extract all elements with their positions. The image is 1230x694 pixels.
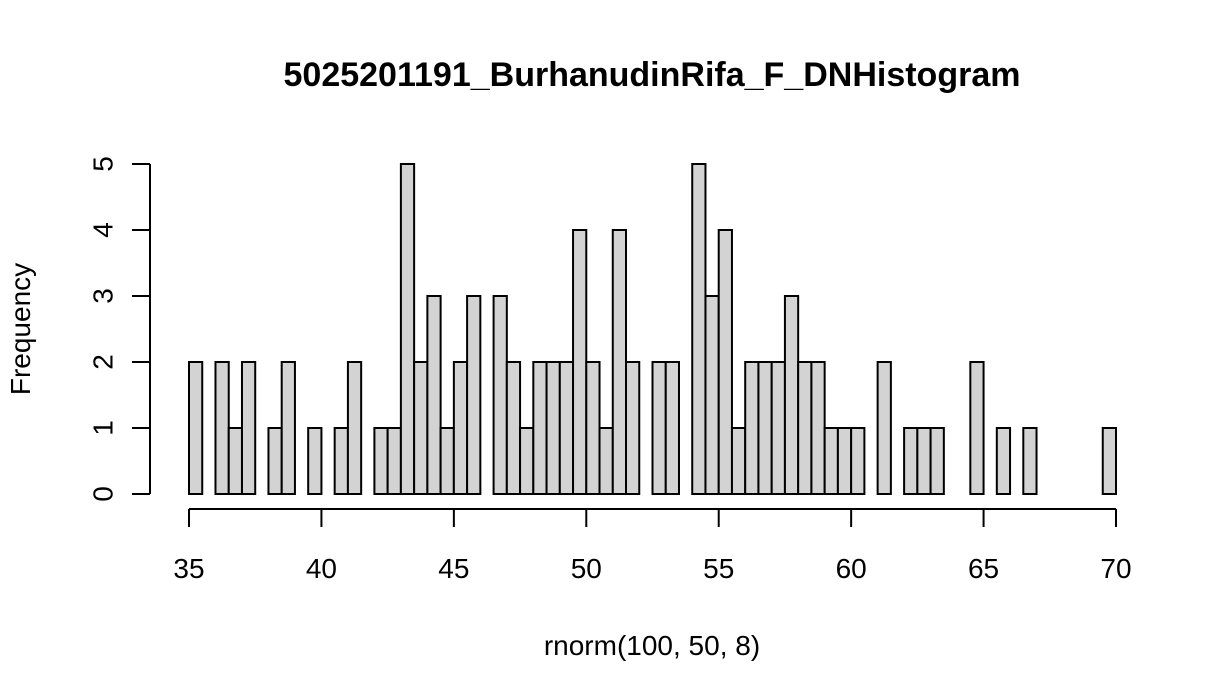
y-tick-label: 1	[87, 420, 118, 436]
chart-title: 5025201191_BurhanudinRifa_F_DNHistogram	[284, 56, 1021, 94]
histogram-bar	[333, 427, 349, 495]
x-tick-label: 35	[173, 553, 204, 584]
histogram-bar	[439, 427, 455, 495]
histogram-bar	[240, 361, 257, 495]
x-tick-label: 60	[836, 553, 867, 584]
histogram-bar	[519, 427, 535, 495]
histogram-bar	[413, 361, 429, 495]
y-ticks-layer: 0 1 2 3 4 5	[87, 156, 150, 502]
histogram-bar	[373, 427, 389, 495]
histogram-bar	[651, 361, 667, 495]
x-tick-label: 45	[438, 553, 469, 584]
histogram-bar	[995, 427, 1012, 495]
histogram-bar	[426, 295, 442, 495]
x-tick-label: 65	[968, 553, 999, 584]
histogram-bar	[691, 163, 707, 495]
histogram-bar	[307, 427, 323, 495]
histogram-bar	[346, 361, 363, 495]
histogram-bar	[267, 427, 283, 495]
histogram-bar	[1022, 427, 1038, 495]
histogram-bar	[704, 295, 720, 495]
x-tick-label: 50	[571, 553, 602, 584]
histogram-bar	[757, 361, 773, 495]
histogram-bar	[783, 295, 800, 495]
histogram-bar	[532, 361, 548, 495]
histogram-bar	[797, 361, 813, 495]
y-tick-label: 3	[87, 288, 118, 304]
histogram-bar	[545, 361, 561, 495]
histogram-bar	[625, 361, 641, 495]
histogram-bar	[585, 361, 601, 495]
x-tick-label: 40	[306, 553, 337, 584]
y-tick-label: 4	[87, 222, 118, 238]
histogram-bar	[505, 361, 522, 495]
y-tick-label: 2	[87, 354, 118, 370]
histogram-bar	[810, 361, 826, 495]
y-tick-label: 5	[87, 156, 118, 172]
histogram-bar	[744, 361, 760, 495]
histogram-bar	[903, 427, 919, 495]
histogram-bar	[227, 427, 243, 495]
histogram-bar	[916, 427, 932, 495]
histogram-bar	[386, 427, 402, 495]
bars-layer	[188, 163, 1118, 495]
y-tick-label: 0	[87, 486, 118, 502]
histogram-bar	[717, 229, 733, 495]
histogram-bar	[850, 427, 866, 495]
histogram-bar	[664, 361, 680, 495]
histogram-bar	[558, 361, 575, 495]
histogram-bar	[466, 295, 482, 495]
histogram-bar	[969, 361, 985, 495]
histogram-bar	[876, 361, 892, 495]
histogram-bar	[572, 229, 588, 495]
histogram-bar	[1101, 427, 1118, 495]
histogram-bar	[452, 361, 469, 495]
histogram-bar	[598, 427, 614, 495]
axes-layer	[149, 164, 1116, 510]
x-tick-label: 70	[1100, 553, 1131, 584]
histogram-bar	[492, 295, 508, 495]
histogram-bar	[836, 427, 853, 495]
histogram-bar	[611, 229, 628, 495]
histogram-bar	[730, 427, 747, 495]
histogram-bar	[188, 361, 204, 495]
x-tick-label: 55	[703, 553, 734, 584]
histogram-bar	[214, 361, 230, 495]
histogram-bar	[770, 361, 786, 495]
histogram-bar	[929, 427, 945, 495]
histogram-bar	[280, 361, 296, 495]
y-axis-label: Frequency	[5, 263, 36, 395]
x-axis-label: rnorm(100, 50, 8)	[544, 630, 760, 661]
histogram-bar	[823, 427, 839, 495]
histogram-bar	[399, 163, 416, 495]
x-ticks-layer: 35 40 45 50 55 60 65 70	[173, 509, 1132, 584]
